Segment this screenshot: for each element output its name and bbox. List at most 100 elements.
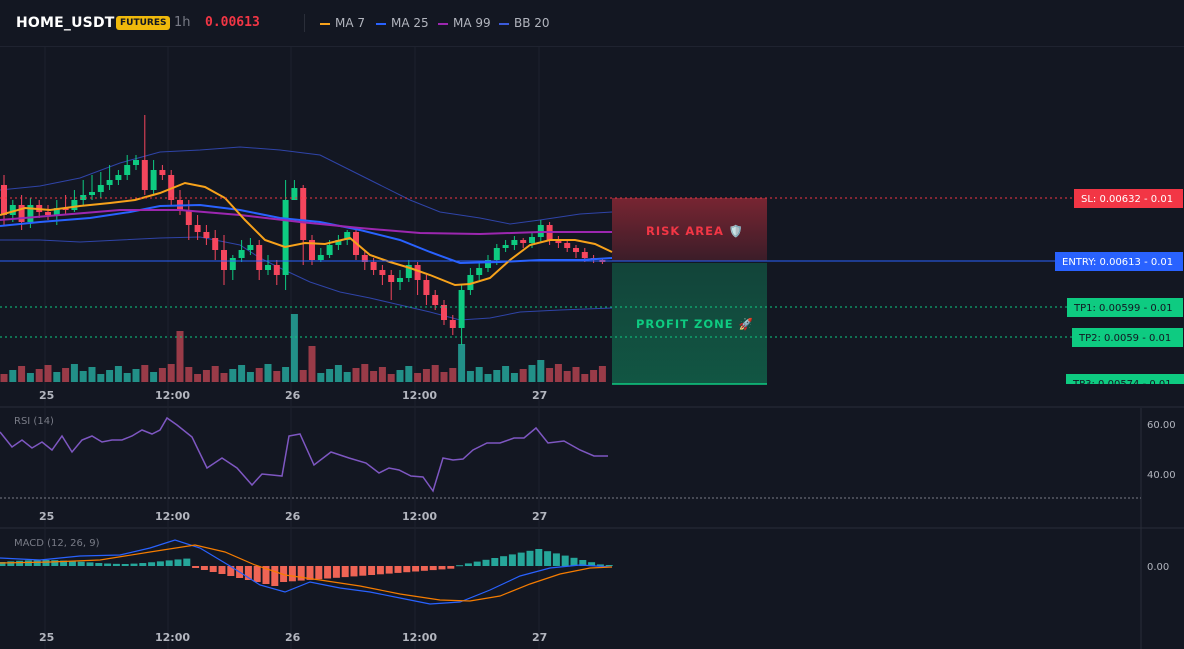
macd-hist-bar xyxy=(359,566,367,576)
volume-bar xyxy=(466,371,474,382)
legend-ma7[interactable]: MA 7 xyxy=(320,16,365,30)
volume-bar xyxy=(440,372,448,382)
volume-bar xyxy=(290,314,298,382)
macd-hist-bar xyxy=(139,563,147,566)
macd-hist-bar xyxy=(561,555,569,566)
macd-hist-bar xyxy=(544,551,552,566)
sl-tag-text: SL: 0.00632 - 0.01 xyxy=(1081,194,1173,205)
volume-bar xyxy=(422,369,430,382)
volume-bar xyxy=(202,370,210,382)
volume-bar xyxy=(141,365,149,382)
timeframe-label[interactable]: 1h xyxy=(174,15,191,30)
volume-bar xyxy=(176,331,184,382)
candle-body xyxy=(273,265,280,275)
candle-body xyxy=(45,212,51,215)
volume-bar xyxy=(405,366,413,382)
volume-bar xyxy=(334,365,342,382)
volume-bars xyxy=(0,314,606,382)
macd-hist-bar xyxy=(368,566,376,575)
volume-bar xyxy=(88,367,96,382)
volume-bar xyxy=(317,373,325,382)
volume-bar xyxy=(255,368,263,382)
macd-hist-bar xyxy=(130,563,138,566)
candle-body xyxy=(265,265,271,270)
futures-badge: FUTURES xyxy=(116,16,171,30)
candle-body xyxy=(18,205,25,222)
main-xlabel-1200-a: 12:00 xyxy=(155,389,190,402)
tp3-tag-clip: TP3: 0.00574 - 0.01 xyxy=(1066,374,1184,393)
macd-hist-bar xyxy=(341,566,349,578)
volume-bar xyxy=(414,373,422,382)
macd-hist-bar xyxy=(95,563,103,566)
ma7-swatch xyxy=(320,22,330,25)
candle-body xyxy=(502,245,509,248)
candle-body xyxy=(282,200,289,275)
legend-ma99[interactable]: MA 99 xyxy=(438,16,491,30)
volume-bar xyxy=(502,366,510,382)
volume-bar xyxy=(475,367,483,382)
bb20-label: BB 20 xyxy=(514,16,550,30)
rsi-xlabel-27: 27 xyxy=(532,510,547,523)
candle-body xyxy=(27,205,34,222)
macd-xlabel-1200-b: 12:00 xyxy=(402,631,437,644)
candle-body xyxy=(71,200,78,210)
profit-zone-label: PROFIT ZONE 🚀 xyxy=(636,317,754,331)
profit-zone[interactable] xyxy=(612,263,767,384)
macd-hist-bar xyxy=(526,550,534,566)
volume-bar xyxy=(18,366,26,382)
candle-body xyxy=(511,240,518,245)
tp2-tag[interactable] xyxy=(1072,328,1183,347)
candle-body xyxy=(247,245,254,250)
volume-bar xyxy=(343,372,351,382)
macd-hist-bar xyxy=(183,558,191,566)
macd-hist-bar xyxy=(438,566,446,570)
main-xlabel-25: 25 xyxy=(39,389,54,402)
macd-hist-bar xyxy=(121,563,129,566)
volume-bar xyxy=(370,371,378,382)
volume-bar xyxy=(211,366,219,382)
macd-hist-bar xyxy=(77,561,85,566)
macd-hist-bar xyxy=(376,566,384,575)
ma7-line xyxy=(0,181,613,287)
candle-body xyxy=(185,210,192,225)
ma99-label: MA 99 xyxy=(453,16,491,30)
bollinger-bands xyxy=(0,146,613,321)
volume-bar xyxy=(396,370,404,382)
candle-body xyxy=(564,243,571,248)
entry-tag[interactable] xyxy=(1055,252,1183,271)
risk-zone[interactable] xyxy=(612,198,767,261)
macd-hist-bar xyxy=(570,557,578,566)
volume-bar xyxy=(185,367,193,382)
volume-bar xyxy=(581,374,589,382)
volume-bar xyxy=(299,370,307,382)
macd-hist-bar xyxy=(491,558,499,566)
chart-header: HOME_USDT FUTURES 1h 0.00613 MA 7 MA 25 … xyxy=(0,0,1184,47)
sl-tag[interactable] xyxy=(1074,189,1183,208)
volume-bar xyxy=(238,365,246,382)
rsi-tick-40: 40.00 xyxy=(1147,470,1176,481)
candle-body xyxy=(335,240,342,245)
legend-bb20[interactable]: BB 20 xyxy=(499,16,550,30)
candle-body xyxy=(458,290,465,328)
macd-hist-bar xyxy=(315,566,323,580)
volume-bar xyxy=(326,369,334,382)
macd-hist-bar xyxy=(288,566,296,582)
legend-ma25[interactable]: MA 25 xyxy=(376,16,429,30)
candle-body xyxy=(300,188,307,240)
macd-hist-bar xyxy=(148,562,156,566)
macd-xlabel-25: 25 xyxy=(39,631,54,644)
symbol-name[interactable]: HOME_USDT xyxy=(16,15,115,31)
tp3-tag[interactable] xyxy=(1066,374,1184,393)
macd-hist-bar xyxy=(332,566,340,578)
header-divider xyxy=(304,14,305,32)
candle-body xyxy=(397,278,403,282)
macd-hist-bar xyxy=(412,566,420,572)
macd-hist-bar xyxy=(464,563,472,566)
tp2-tag-text: TP2: 0.0059 - 0.01 xyxy=(1078,333,1171,344)
candle-body xyxy=(529,237,535,243)
macd-xlabel-27: 27 xyxy=(532,631,547,644)
tp1-tag[interactable] xyxy=(1067,298,1183,317)
volume-bar xyxy=(282,367,290,382)
rsi-xlabel-1200-a: 12:00 xyxy=(155,510,190,523)
